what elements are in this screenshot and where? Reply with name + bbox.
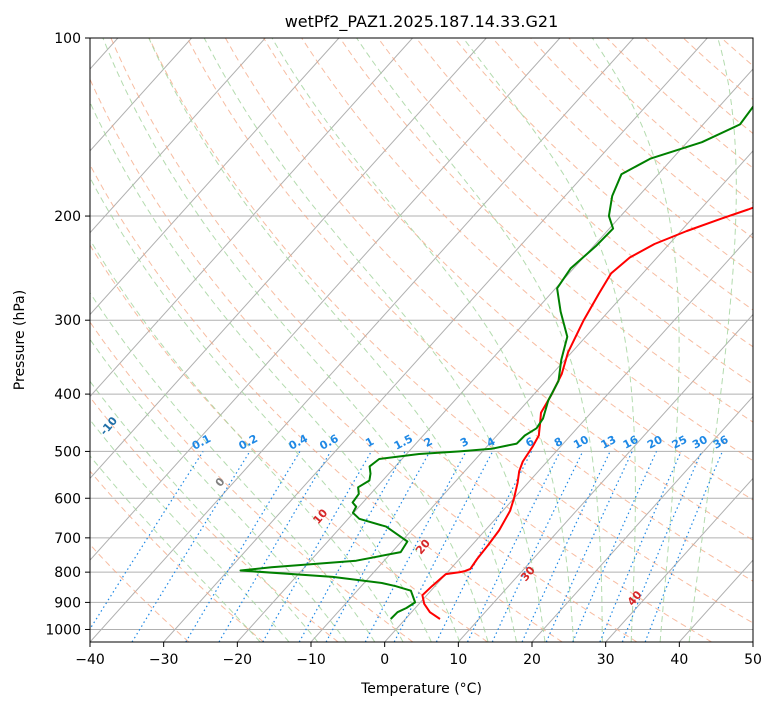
moist-adiabat-line [90, 419, 290, 642]
mixing-ratio-label: 16 [621, 433, 641, 452]
isotherm-line [384, 232, 753, 642]
mixing-ratio-label: 25 [670, 433, 690, 452]
dry-adiabat-line [453, 38, 753, 311]
y-tick-label: 700 [54, 531, 81, 547]
isotherm-line [605, 477, 753, 642]
x-tick-label: 0 [380, 652, 389, 668]
moist-adiabat-line [462, 38, 636, 642]
dry-adiabat-line [90, 543, 190, 642]
isotherm-line [90, 38, 487, 480]
y-tick-label: 1000 [45, 622, 81, 638]
x-tick-label: 30 [597, 652, 615, 668]
dry-adiabat-line [90, 244, 488, 642]
mixing-ratio-line [131, 451, 251, 642]
y-tick-label: 400 [54, 387, 81, 403]
mixing-ratio-line [644, 451, 723, 642]
dry-adiabat-line [110, 38, 712, 642]
moist-adiabat-line [90, 291, 376, 642]
moist-adiabat-line [356, 38, 603, 642]
mixing-ratio-line [521, 451, 611, 642]
moist-adiabat-line [90, 455, 261, 642]
background-lines [90, 38, 753, 642]
moist-adiabat-line [90, 380, 319, 642]
isotherm-line [90, 38, 413, 398]
isotherm-line [90, 38, 340, 316]
x-tick-label: −20 [223, 652, 253, 668]
mixing-ratio-label: 13 [599, 433, 619, 452]
isotherm-line [457, 313, 753, 642]
moist-adiabat-line [688, 38, 737, 642]
isotherm-line [90, 38, 192, 152]
moist-adiabat-line [203, 38, 546, 642]
x-axis-title: Temperature (°C) [360, 681, 482, 697]
y-tick-label: 200 [54, 209, 81, 225]
dry-adiabat-line [148, 38, 753, 624]
isotherm-line [90, 38, 561, 561]
isotherm-line [90, 38, 634, 642]
x-tick-label: −10 [296, 652, 326, 668]
dry-adiabat-line [90, 396, 339, 642]
x-tick-label: −40 [75, 652, 105, 668]
mixing-ratio-line [491, 451, 584, 642]
mixing-ratio-label: 10 [571, 433, 591, 452]
moist-adiabat-line [90, 238, 404, 642]
dry-adiabat-line [415, 38, 753, 348]
moist-adiabat-line [271, 38, 575, 642]
chart-title: wetPf2_PAZ1.2025.187.14.33.G21 [285, 12, 559, 32]
mixing-ratio-label: 36 [711, 433, 731, 452]
plot-frame [89, 37, 754, 643]
mixing-ratio-label: 30 [690, 433, 710, 452]
isotherm-line [531, 395, 753, 642]
dewpoint-profile-line [239, 105, 753, 620]
isotherm-line [90, 38, 266, 234]
mixing-ratio-line [90, 451, 204, 631]
mixing-ratio-line [185, 451, 301, 642]
y-tick-label: 500 [54, 444, 81, 460]
x-tick-label: 40 [670, 652, 688, 668]
x-tick-label: 10 [449, 652, 467, 668]
dry-adiabat-line [90, 321, 414, 642]
isotherm-line [163, 38, 708, 642]
moist-adiabat-line [90, 338, 347, 642]
axes: −40 −30 −20 −10 0 10 20 30 40 50 100 200 300 400 500 60… [45, 31, 762, 668]
mixing-ratio-line [325, 451, 431, 642]
y-tick-label: 300 [54, 313, 81, 329]
moist-adiabat-line [591, 38, 680, 642]
isotherm-line [310, 150, 753, 642]
x-tick-label: 20 [523, 652, 541, 668]
moist-adiabat-line [90, 101, 461, 642]
y-tick-label: 600 [54, 491, 81, 507]
dry-adiabat-line [90, 163, 563, 642]
isotherm-line [236, 68, 753, 642]
dry-adiabat-line [90, 470, 264, 642]
y-axis-title: Pressure (hPa) [12, 290, 28, 390]
y-tick-label: 100 [54, 31, 81, 47]
moist-adiabat-line [148, 38, 517, 642]
x-tick-label: −30 [149, 652, 179, 668]
mixing-ratio-line [466, 451, 561, 642]
mixing-ratio-line [218, 451, 332, 642]
y-tick-label: 800 [54, 565, 81, 581]
mixing-ratio-label: 20 [645, 433, 665, 452]
data-layer [239, 105, 753, 620]
x-tick-label: 50 [744, 652, 762, 668]
y-tick-label: 900 [54, 595, 81, 611]
moist-adiabat-line [102, 38, 489, 642]
